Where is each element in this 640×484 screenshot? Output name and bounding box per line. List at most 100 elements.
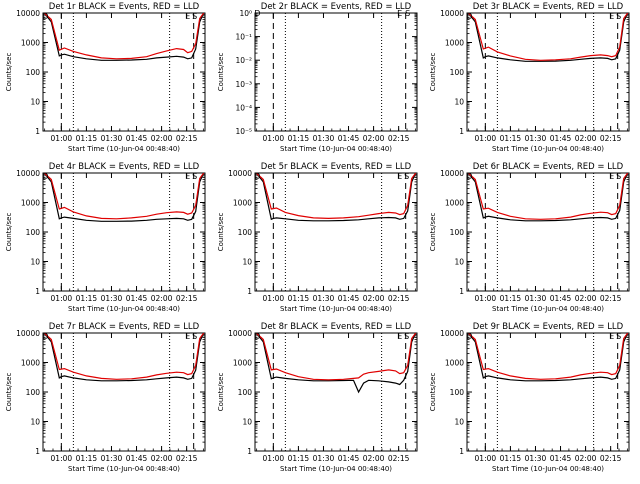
x-tick-label: 01:45 [126, 454, 148, 463]
x-tick-label: 02:00 [151, 134, 173, 143]
x-tick-label: 01:45 [338, 294, 360, 303]
marker-symbol: S [404, 172, 409, 181]
y-tick-label: 100 [238, 228, 253, 237]
y-tick-label: 10 [454, 98, 464, 107]
x-tick-label: 01:30 [313, 454, 335, 463]
y-tick-label: 100 [26, 68, 41, 77]
series-events-line [255, 333, 417, 394]
chart-panel-3: Det 3r BLACK = Events, RED = LLD Counts/s… [429, 2, 630, 153]
chart-panel-9: Det 9r BLACK = Events, RED = LLD Counts/s… [429, 322, 630, 473]
x-tick-label: 02:15 [176, 134, 198, 143]
x-axis-label: Start Time (10-Jun-04 00:48:40) [68, 465, 180, 473]
x-tick-label: 01:30 [525, 294, 547, 303]
y-axis-label: Counts/sec [5, 213, 13, 252]
y-tick-label: 1000 [445, 199, 464, 208]
x-tick-label: 02:15 [388, 454, 410, 463]
y-tick-label: 10⁻³ [235, 80, 252, 89]
marker-symbol: E [397, 172, 402, 181]
marker-symbol: D [466, 332, 472, 341]
x-tick-label: 01:00 [263, 134, 285, 143]
series-events-line [467, 13, 629, 62]
x-tick-label: 01:45 [126, 134, 148, 143]
y-tick-label: 10⁻⁵ [235, 127, 252, 136]
series-lld-line [255, 173, 417, 220]
chart-panel-6: Det 6r BLACK = Events, RED = LLD Counts/s… [429, 162, 630, 313]
x-tick-label: 01:45 [550, 294, 572, 303]
x-tick-label: 01:45 [550, 134, 572, 143]
chart-panel-7: Det 7r BLACK = Events, RED = LLD Counts/s… [5, 322, 206, 473]
y-tick-label: 1000 [445, 39, 464, 48]
marker-symbol: S [405, 9, 410, 18]
y-tick-label: 10000 [440, 169, 464, 178]
y-tick-label: 10000 [228, 329, 252, 338]
y-tick-label: 10000 [440, 329, 464, 338]
marker-symbol: S [404, 332, 409, 341]
y-axis-label: Counts/sec [429, 213, 437, 252]
marker-symbol: D [42, 12, 48, 21]
series-lld-line [467, 13, 629, 61]
y-tick-label: 10⁰ [239, 9, 252, 18]
x-axis-label: Start Time (10-Jun-04 00:48:40) [280, 465, 392, 473]
y-tick-label: 10000 [16, 9, 40, 18]
x-tick-label: 01:15 [500, 454, 522, 463]
x-tick-label: 01:15 [288, 454, 310, 463]
marker-symbol: S [616, 12, 621, 21]
plot-frame [42, 12, 206, 132]
y-tick-label: 1000 [21, 199, 40, 208]
x-tick-label: 01:00 [51, 294, 73, 303]
marker-symbol: E [609, 172, 614, 181]
x-tick-label: 02:00 [363, 134, 385, 143]
y-tick-label: 10000 [228, 169, 252, 178]
series-lld-line [43, 13, 205, 60]
x-tick-label: 01:00 [51, 454, 73, 463]
x-tick-label: 01:30 [101, 454, 123, 463]
chart-panel-2: Det 2r BLACK = Events, RED = LLD Counts/s… [217, 2, 418, 153]
y-tick-label: 10000 [16, 169, 40, 178]
y-tick-label: 100 [26, 388, 41, 397]
series-lld-line [467, 333, 629, 380]
y-axis-label: Counts/sec [429, 373, 437, 412]
y-tick-label: 1000 [21, 39, 40, 48]
x-tick-label: 01:15 [76, 454, 98, 463]
x-tick-label: 02:15 [600, 294, 622, 303]
x-tick-label: 01:00 [263, 454, 285, 463]
chart-panel-8: Det 8r BLACK = Events, RED = LLD Counts/s… [217, 322, 418, 473]
y-axis-label: Counts/sec [217, 53, 225, 92]
series-lld-line [43, 173, 205, 220]
chart-panel-4: Det 4r BLACK = Events, RED = LLD Counts/s… [5, 162, 206, 313]
y-tick-label: 100 [450, 388, 465, 397]
x-tick-label: 01:45 [338, 134, 360, 143]
x-tick-label: 01:15 [76, 294, 98, 303]
x-tick-label: 01:15 [500, 134, 522, 143]
x-tick-label: 01:15 [288, 294, 310, 303]
x-tick-label: 01:15 [500, 294, 522, 303]
y-tick-label: 10 [30, 258, 40, 267]
chart-panel-5: Det 5r BLACK = Events, RED = LLD Counts/s… [217, 162, 418, 313]
x-tick-label: 01:00 [263, 294, 285, 303]
marker-symbol: D [42, 332, 48, 341]
chart-title: Det 1r BLACK = Events, RED = LLD [49, 2, 200, 12]
y-tick-label: 100 [238, 388, 253, 397]
marker-symbol: D [42, 172, 48, 181]
marker-symbol: E [609, 12, 614, 21]
series-events-line [43, 173, 205, 222]
chart-title: Det 2r BLACK = Events, RED = LLD [261, 2, 412, 12]
y-tick-label: 1000 [21, 359, 40, 368]
plot-frame [466, 172, 630, 292]
marker-symbol: D [254, 332, 260, 341]
x-tick-label: 02:15 [176, 294, 198, 303]
y-tick-label: 1 [35, 447, 40, 456]
x-tick-label: 01:00 [475, 134, 497, 143]
chart-title: Det 6r BLACK = Events, RED = LLD [473, 162, 624, 172]
x-tick-label: 02:15 [388, 294, 410, 303]
y-tick-label: 100 [450, 68, 465, 77]
y-axis-label: Counts/sec [5, 53, 13, 92]
x-tick-label: 01:00 [475, 294, 497, 303]
x-tick-label: 01:30 [313, 294, 335, 303]
chart-title: Det 4r BLACK = Events, RED = LLD [49, 162, 200, 172]
chart-title: Det 8r BLACK = Events, RED = LLD [261, 322, 412, 332]
x-tick-label: 02:15 [600, 454, 622, 463]
y-tick-label: 1 [35, 287, 40, 296]
